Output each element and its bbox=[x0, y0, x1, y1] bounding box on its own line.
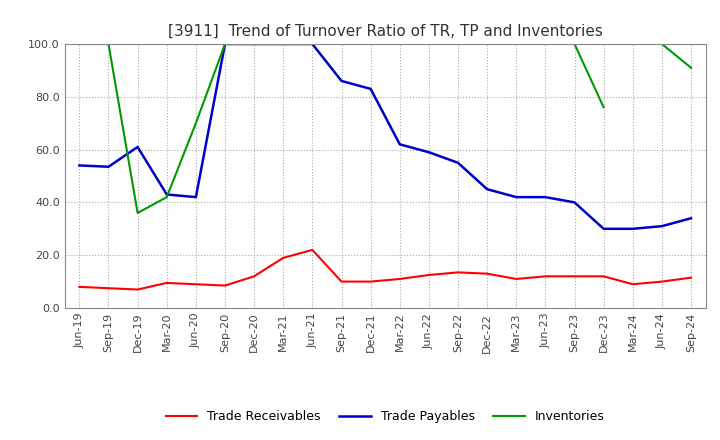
Trade Receivables bbox=[541, 274, 550, 279]
Inventories bbox=[104, 41, 113, 47]
Trade Payables bbox=[570, 200, 579, 205]
Trade Payables bbox=[250, 41, 258, 47]
Trade Receivables bbox=[133, 287, 142, 292]
Trade Receivables bbox=[220, 283, 229, 288]
Trade Payables bbox=[163, 192, 171, 197]
Trade Payables bbox=[687, 216, 696, 221]
Trade Payables bbox=[279, 41, 287, 47]
Trade Payables bbox=[541, 194, 550, 200]
Trade Payables bbox=[366, 86, 375, 92]
Line: Trade Payables: Trade Payables bbox=[79, 44, 691, 229]
Trade Receivables bbox=[454, 270, 462, 275]
Trade Payables bbox=[483, 187, 492, 192]
Trade Payables bbox=[220, 41, 229, 47]
Trade Receivables bbox=[570, 274, 579, 279]
Trade Receivables bbox=[425, 272, 433, 278]
Line: Trade Receivables: Trade Receivables bbox=[79, 250, 691, 290]
Trade Payables bbox=[629, 226, 637, 231]
Trade Receivables bbox=[395, 276, 404, 282]
Trade Receivables bbox=[483, 271, 492, 276]
Trade Receivables bbox=[192, 282, 200, 287]
Trade Payables bbox=[657, 224, 666, 229]
Line: Inventories: Inventories bbox=[79, 44, 225, 213]
Trade Receivables bbox=[163, 280, 171, 286]
Trade Receivables bbox=[366, 279, 375, 284]
Legend: Trade Receivables, Trade Payables, Inventories: Trade Receivables, Trade Payables, Inven… bbox=[161, 406, 610, 429]
Trade Receivables bbox=[657, 279, 666, 284]
Trade Receivables bbox=[279, 255, 287, 260]
Trade Payables bbox=[133, 144, 142, 150]
Trade Payables bbox=[512, 194, 521, 200]
Inventories bbox=[163, 194, 171, 200]
Trade Payables bbox=[308, 41, 317, 47]
Trade Receivables bbox=[599, 274, 608, 279]
Trade Receivables bbox=[629, 282, 637, 287]
Trade Receivables bbox=[512, 276, 521, 282]
Trade Receivables bbox=[308, 247, 317, 253]
Trade Payables bbox=[454, 160, 462, 165]
Trade Receivables bbox=[337, 279, 346, 284]
Trade Payables bbox=[104, 164, 113, 169]
Inventories bbox=[133, 210, 142, 216]
Trade Receivables bbox=[75, 284, 84, 290]
Inventories bbox=[75, 41, 84, 47]
Trade Payables bbox=[425, 150, 433, 155]
Trade Receivables bbox=[250, 274, 258, 279]
Inventories bbox=[192, 121, 200, 126]
Trade Payables bbox=[192, 194, 200, 200]
Trade Payables bbox=[337, 78, 346, 84]
Title: [3911]  Trend of Turnover Ratio of TR, TP and Inventories: [3911] Trend of Turnover Ratio of TR, TP… bbox=[168, 24, 603, 39]
Trade Payables bbox=[75, 163, 84, 168]
Trade Receivables bbox=[104, 286, 113, 291]
Trade Receivables bbox=[687, 275, 696, 280]
Trade Payables bbox=[599, 226, 608, 231]
Inventories bbox=[220, 41, 229, 47]
Trade Payables bbox=[395, 142, 404, 147]
